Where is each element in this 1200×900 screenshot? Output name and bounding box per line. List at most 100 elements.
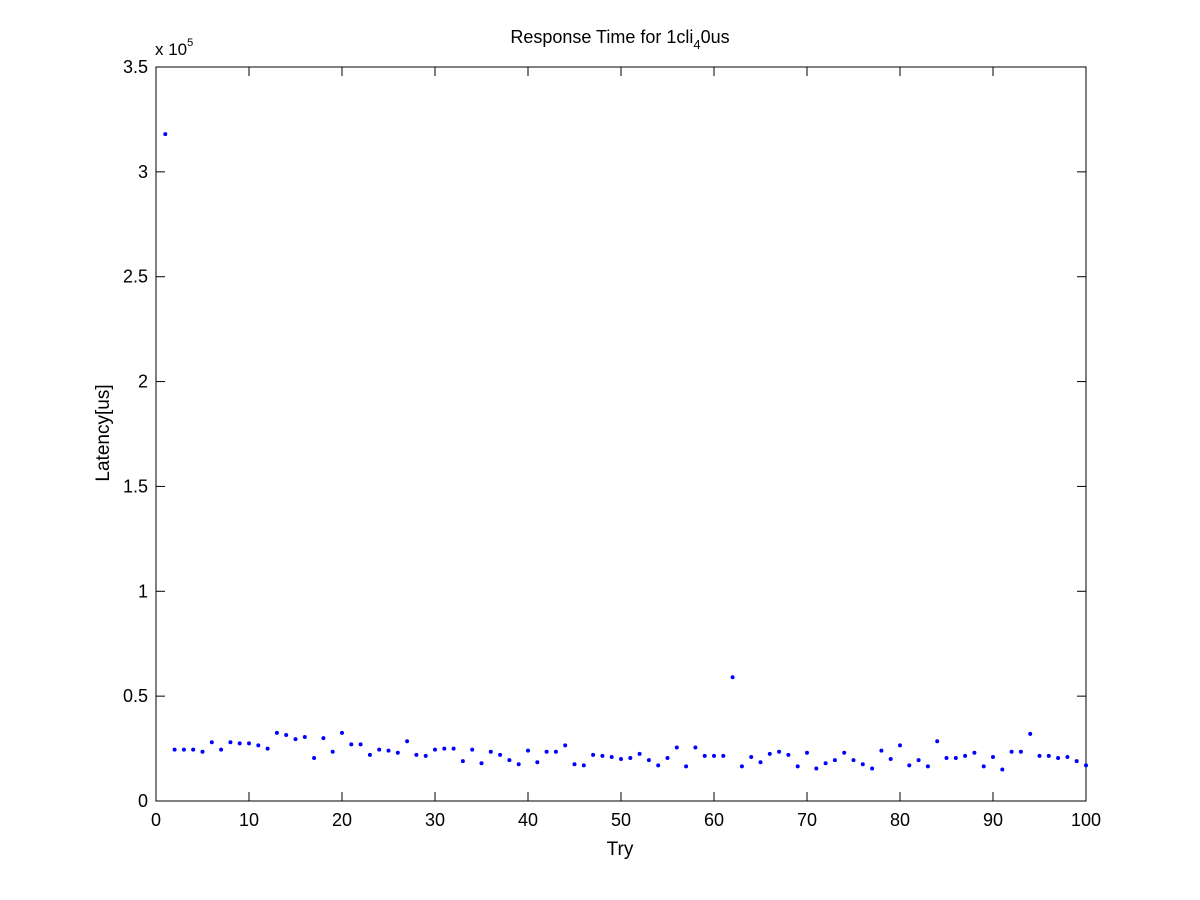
data-point: [963, 753, 968, 758]
data-point: [330, 749, 335, 754]
data-point: [442, 746, 447, 751]
data-point: [507, 758, 512, 763]
y-tick-label: 1.5: [123, 476, 148, 496]
data-point: [953, 756, 958, 761]
data-point: [730, 675, 735, 680]
data-point: [823, 761, 828, 766]
data-point: [749, 754, 754, 759]
data-point: [832, 758, 837, 763]
data-point: [1046, 753, 1051, 758]
data-point: [916, 758, 921, 763]
data-point: [860, 762, 865, 767]
data-point: [1000, 767, 1005, 772]
data-point: [563, 743, 568, 748]
x-tick-label: 10: [239, 810, 259, 830]
data-point: [628, 756, 633, 761]
x-tick-label: 20: [332, 810, 352, 830]
data-point: [786, 752, 791, 757]
data-point: [758, 760, 763, 765]
data-point: [498, 752, 503, 757]
plot-frame: [155, 66, 1087, 802]
x-tick-label: 100: [1071, 810, 1101, 830]
x-axis-label: Try: [607, 839, 634, 860]
data-point: [805, 750, 809, 755]
y-tick-label: 3: [138, 162, 148, 182]
data-point: [433, 747, 437, 752]
chart-title-prefix: Response Time for 1cli: [510, 27, 693, 47]
x-tick-label: 80: [890, 810, 910, 830]
data-point: [460, 759, 465, 764]
data-point: [191, 747, 196, 752]
data-point: [200, 749, 205, 754]
data-point: [851, 758, 856, 763]
y-tick-label: 3.5: [123, 57, 148, 77]
plot-area: 0 10 20 30 40 50 60 70 80 90 100 0 0.5 1 1.5 2 2.5 3 3.5: [123, 57, 1101, 830]
data-point: [777, 749, 782, 754]
y-tick-label: 1: [138, 581, 148, 601]
data-point: [795, 764, 800, 769]
data-point: [925, 764, 930, 769]
chart-title-suffix: 0us: [701, 27, 730, 47]
data-point: [228, 740, 233, 745]
data-point: [293, 737, 298, 742]
data-point: [1056, 756, 1061, 761]
data-point: [684, 764, 689, 769]
data-point: [1018, 749, 1023, 754]
data-point: [702, 753, 707, 758]
x-tick-label: 90: [983, 810, 1003, 830]
data-point: [1028, 731, 1033, 736]
data-point: [237, 741, 242, 746]
data-point: [1065, 754, 1070, 759]
y-axis-exponent-power: 5: [187, 37, 193, 49]
data-point: [693, 745, 698, 750]
data-point: [581, 763, 586, 768]
y-axis-exponent-base: x 10: [155, 40, 187, 59]
data-point: [479, 761, 484, 766]
data-point: [888, 757, 893, 762]
data-point: [1037, 753, 1042, 758]
data-point: [172, 747, 177, 752]
data-point: [526, 748, 530, 753]
data-point: [721, 753, 726, 758]
data-point: [349, 742, 354, 747]
data-point: [302, 735, 307, 740]
data-point: [898, 743, 902, 748]
data-point: [1084, 763, 1088, 768]
data-point: [386, 748, 391, 753]
data-point: [423, 753, 428, 758]
data-point: [591, 752, 596, 757]
data-point: [395, 750, 400, 755]
y-tick-label: 2.5: [123, 267, 148, 287]
data-point: [665, 756, 670, 761]
data-point: [553, 749, 558, 754]
data-point: [739, 764, 744, 769]
data-point: [312, 756, 317, 761]
chart-title-subscript: 4: [693, 37, 700, 52]
x-tick-label: 30: [425, 810, 445, 830]
y-tick-label: 0: [138, 791, 148, 811]
data-point: [377, 747, 382, 752]
data-point: [414, 752, 419, 757]
data-point: [712, 753, 716, 758]
y-tick-label: 0.5: [123, 686, 148, 706]
y-tick-label: 2: [138, 372, 148, 392]
data-point: [358, 742, 363, 747]
data-point: [609, 754, 614, 759]
data-point: [935, 739, 940, 744]
data-point: [1009, 749, 1014, 754]
data-point: [572, 762, 577, 767]
y-axis-exponent: x 105: [155, 37, 193, 59]
data-point: [767, 751, 772, 756]
x-tick-label: 70: [797, 810, 817, 830]
data-point: [870, 766, 875, 771]
data-point: [284, 732, 289, 737]
data-point: [488, 749, 493, 754]
data-point: [842, 750, 847, 755]
data-point: [470, 747, 475, 752]
data-point: [981, 764, 986, 769]
data-point: [219, 747, 224, 752]
data-point: [321, 736, 326, 741]
data-point: [516, 762, 521, 767]
data-point: [637, 751, 642, 756]
data-point: [274, 730, 279, 735]
